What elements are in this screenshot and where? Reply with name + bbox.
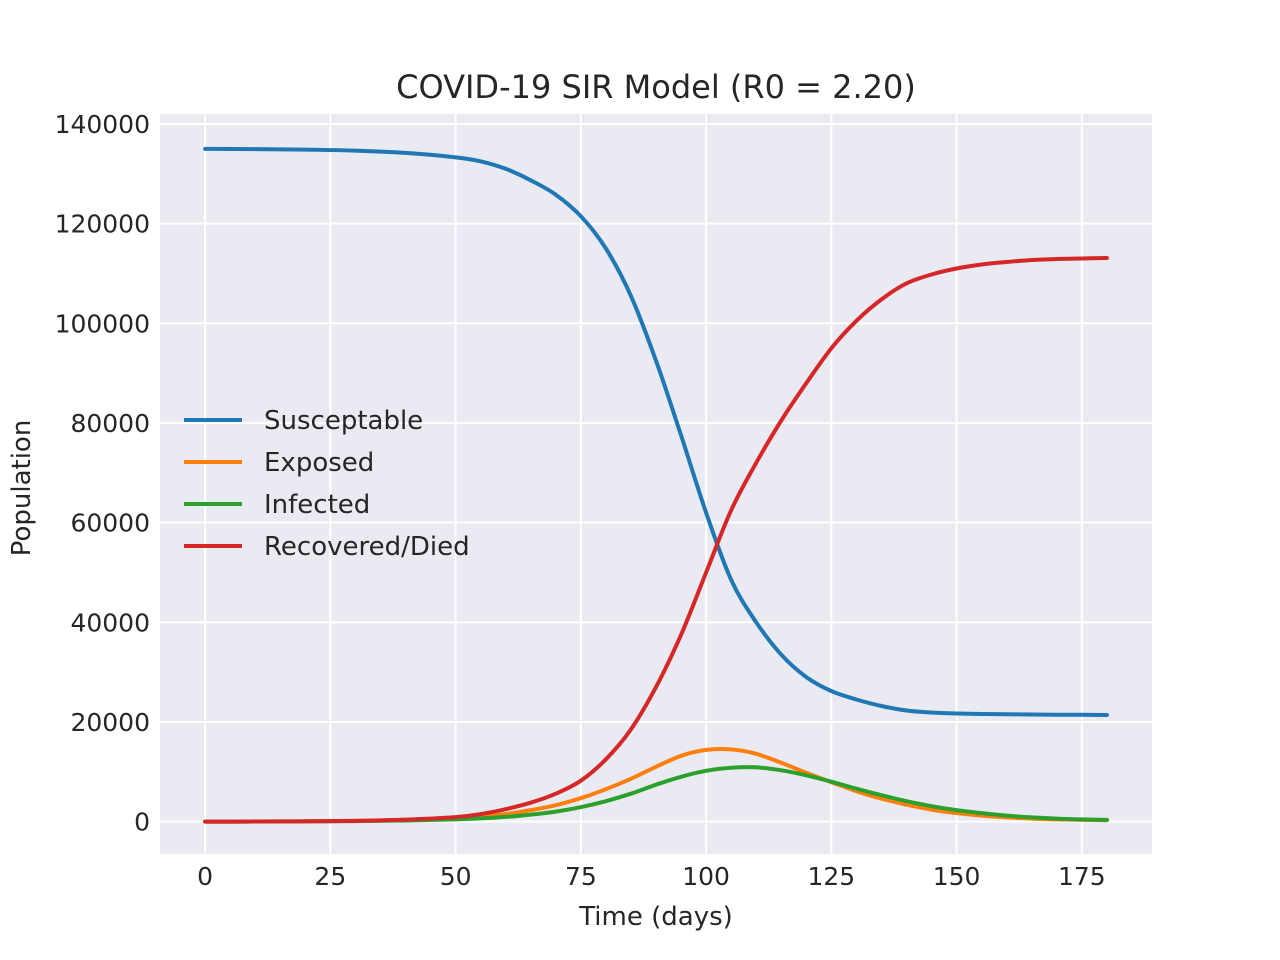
x-tick-labels: 0 25 50 75 100 125 150 175 <box>197 862 1106 891</box>
y-tick-label: 20000 <box>70 708 150 737</box>
x-tick-label: 125 <box>807 862 855 891</box>
y-tick-label: 40000 <box>70 608 150 637</box>
y-tick-label: 100000 <box>55 309 150 338</box>
x-tick-label: 75 <box>565 862 597 891</box>
legend-label: Exposed <box>264 448 374 478</box>
plot-area <box>160 114 1152 854</box>
y-tick-label: 0 <box>134 808 150 837</box>
series-line-infected <box>203 765 1109 824</box>
y-tick-labels: 0 20000 40000 60000 80000 100000 120000 140000 <box>55 110 150 837</box>
x-tick-label: 175 <box>1058 862 1106 891</box>
x-tick-label: 0 <box>197 862 213 891</box>
y-tick-label: 80000 <box>70 409 150 438</box>
series-line-recovered-died <box>203 256 1109 824</box>
x-tick-label: 100 <box>682 862 730 891</box>
x-axis-label: Time (days) <box>578 902 733 932</box>
series-line-susceptable <box>203 146 1109 717</box>
y-tick-label: 60000 <box>70 509 150 538</box>
x-tick-label: 50 <box>440 862 472 891</box>
y-tick-label: 140000 <box>55 110 150 139</box>
legend-label: Recovered/Died <box>264 532 470 562</box>
grid-lines <box>160 114 1152 854</box>
y-tick-label: 120000 <box>55 210 150 239</box>
y-axis-label: Population <box>7 420 37 557</box>
x-tick-label: 25 <box>314 862 346 891</box>
legend: Susceptable Exposed Infected Recovered/Died <box>184 406 470 562</box>
legend-label: Susceptable <box>264 406 423 436</box>
series-lines <box>203 146 1109 824</box>
chart-title: COVID-19 SIR Model (R0 = 2.20) <box>396 68 916 106</box>
legend-label: Infected <box>264 490 370 520</box>
x-tick-label: 150 <box>933 862 981 891</box>
